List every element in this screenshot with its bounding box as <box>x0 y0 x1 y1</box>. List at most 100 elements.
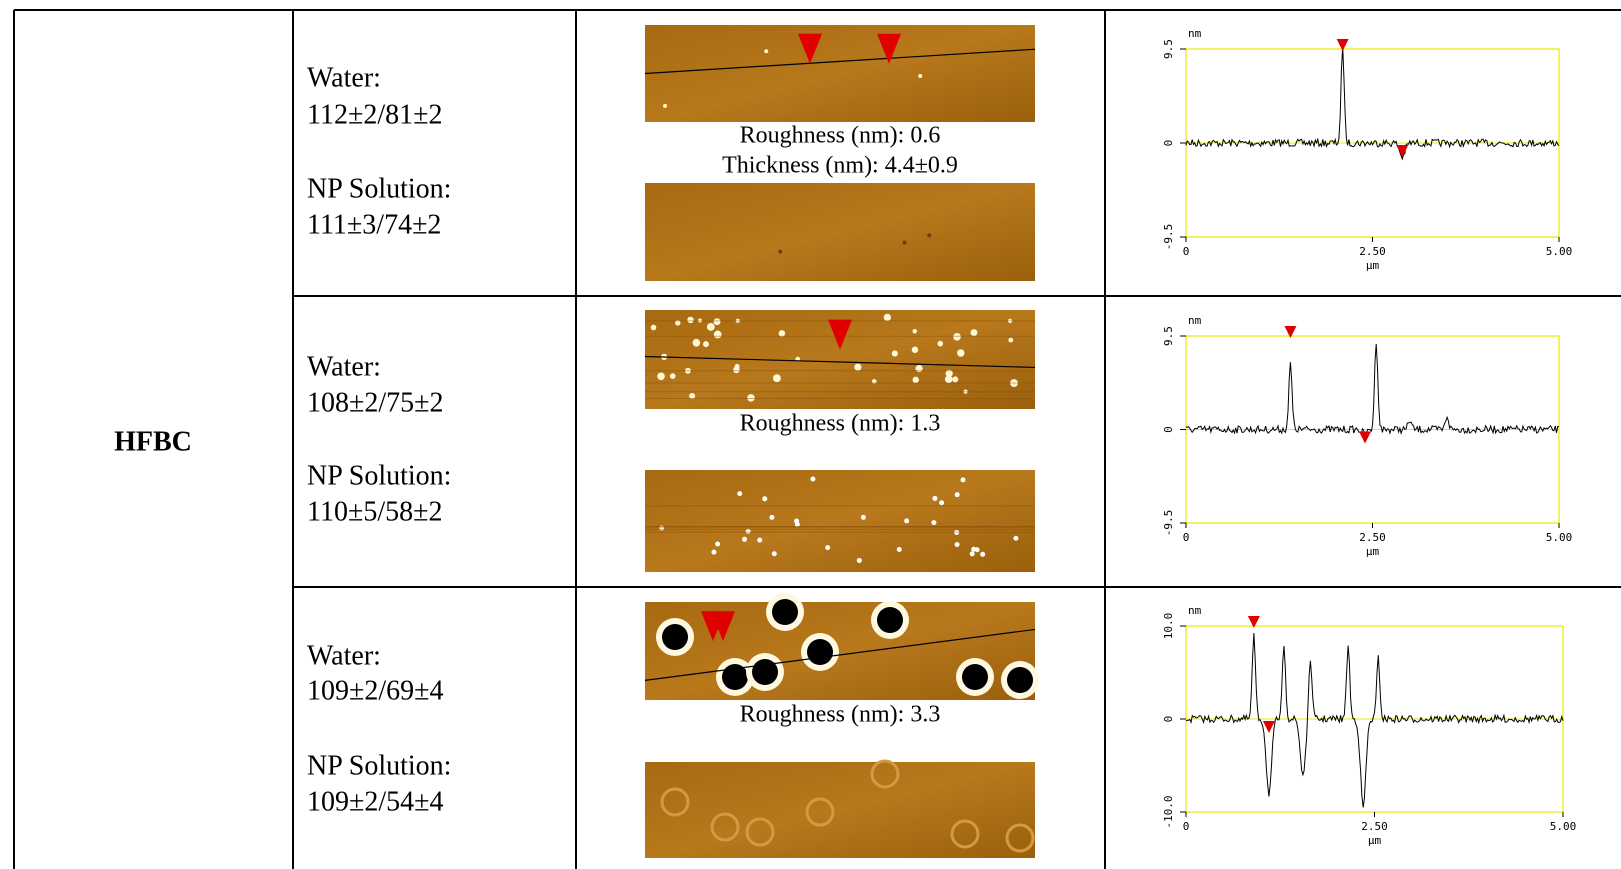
image-background <box>645 183 1035 281</box>
y-tick-label: 0 <box>1162 426 1175 433</box>
particle <box>687 317 693 323</box>
water-label: Water: <box>307 62 381 93</box>
afm-phase-image <box>645 761 1035 858</box>
particle <box>971 329 978 336</box>
caption: Roughness (nm): 3.3 <box>740 702 941 728</box>
particle <box>857 558 862 563</box>
particle <box>861 515 866 520</box>
x-tick-label: 0 <box>1183 531 1190 544</box>
pore <box>772 599 798 625</box>
particle <box>980 552 985 557</box>
particle <box>955 492 960 497</box>
x-unit: μm <box>1366 545 1380 558</box>
x-tick-label: 2.50 <box>1359 531 1386 544</box>
image-background <box>645 762 1035 858</box>
x-unit: μm <box>1368 834 1382 847</box>
particle <box>715 541 720 546</box>
particle <box>651 325 657 331</box>
particle <box>957 349 964 356</box>
x-unit: μm <box>1366 259 1380 272</box>
page: HFBC Water: 112±2/81±2 NP Solution: 111±3/7… <box>0 0 1621 869</box>
particle <box>904 518 909 523</box>
caption: Thickness (nm): 4.4±0.9 <box>722 153 958 179</box>
particle <box>953 333 961 341</box>
x-tick-label: 5.00 <box>1546 531 1573 544</box>
y-unit: nm <box>1188 27 1202 40</box>
afm-height-image <box>645 310 1035 409</box>
particle <box>707 323 715 331</box>
particle <box>897 547 902 552</box>
particle <box>1008 338 1013 343</box>
water-value: 108±2/75±2 <box>307 387 444 418</box>
particle <box>960 477 965 482</box>
y-tick-label: -9.5 <box>1162 510 1175 537</box>
x-tick-label: 2.50 <box>1361 820 1388 833</box>
y-tick-label: 0 <box>1162 140 1175 147</box>
y-unit: nm <box>1188 314 1202 327</box>
particle <box>955 542 960 547</box>
particle <box>918 74 922 78</box>
caption: Roughness (nm): 0.6 <box>740 123 941 149</box>
particle <box>714 331 722 339</box>
particle <box>903 241 907 245</box>
image-background <box>645 470 1035 572</box>
y-tick-label: -10.0 <box>1162 795 1175 828</box>
particle <box>714 318 721 325</box>
pore <box>877 607 903 633</box>
x-tick-label: 2.50 <box>1359 245 1386 258</box>
x-tick-label: 5.00 <box>1546 245 1573 258</box>
particle <box>931 520 936 525</box>
y-tick-label: -9.5 <box>1162 224 1175 251</box>
x-tick-label: 0 <box>1183 820 1190 833</box>
y-tick-label: 9.5 <box>1162 326 1175 346</box>
particle <box>912 347 918 353</box>
particle <box>711 550 716 555</box>
pore <box>807 639 833 665</box>
np-label: NP Solution: <box>307 750 451 781</box>
np-value: 109±2/54±4 <box>307 786 444 817</box>
pore <box>962 664 988 690</box>
y-tick-label: 10.0 <box>1162 613 1175 640</box>
particle <box>737 491 742 496</box>
pore <box>1007 667 1033 693</box>
np-label: NP Solution: <box>307 460 451 491</box>
y-tick-label: 9.5 <box>1162 39 1175 59</box>
water-value: 112±2/81±2 <box>307 99 442 130</box>
particle <box>747 394 754 401</box>
x-tick-label: 5.00 <box>1550 820 1577 833</box>
particle <box>670 373 676 379</box>
particle <box>663 104 667 108</box>
particle <box>762 496 767 501</box>
water-value: 109±2/69±4 <box>307 675 444 706</box>
particle <box>892 350 898 356</box>
group-label: HFBC <box>114 426 192 457</box>
afm-height-image <box>645 593 1039 700</box>
particle <box>779 330 786 337</box>
table: HFBC Water: 112±2/81±2 NP Solution: 111±3/7… <box>0 0 1621 869</box>
particle <box>825 545 830 550</box>
x-tick-label: 0 <box>1183 245 1190 258</box>
pore <box>662 624 688 650</box>
particle <box>742 537 747 542</box>
afm-phase-image <box>645 470 1035 572</box>
particle <box>657 372 665 380</box>
particle <box>772 551 777 556</box>
np-label: NP Solution: <box>307 173 451 204</box>
particle <box>733 367 740 374</box>
particle <box>913 329 917 333</box>
particle <box>927 233 931 237</box>
water-label: Water: <box>307 640 381 671</box>
afm-height-image <box>645 25 1035 122</box>
particle <box>952 376 958 382</box>
np-value: 110±5/58±2 <box>307 496 442 527</box>
afm-phase-image <box>645 183 1035 281</box>
particle <box>970 551 975 556</box>
particle <box>794 518 799 523</box>
water-label: Water: <box>307 351 381 382</box>
particle <box>1013 536 1018 541</box>
caption: Roughness (nm): 1.3 <box>740 411 941 437</box>
np-value: 111±3/74±2 <box>307 209 441 240</box>
particle <box>913 377 919 383</box>
particle <box>764 49 768 53</box>
particle <box>884 314 891 321</box>
